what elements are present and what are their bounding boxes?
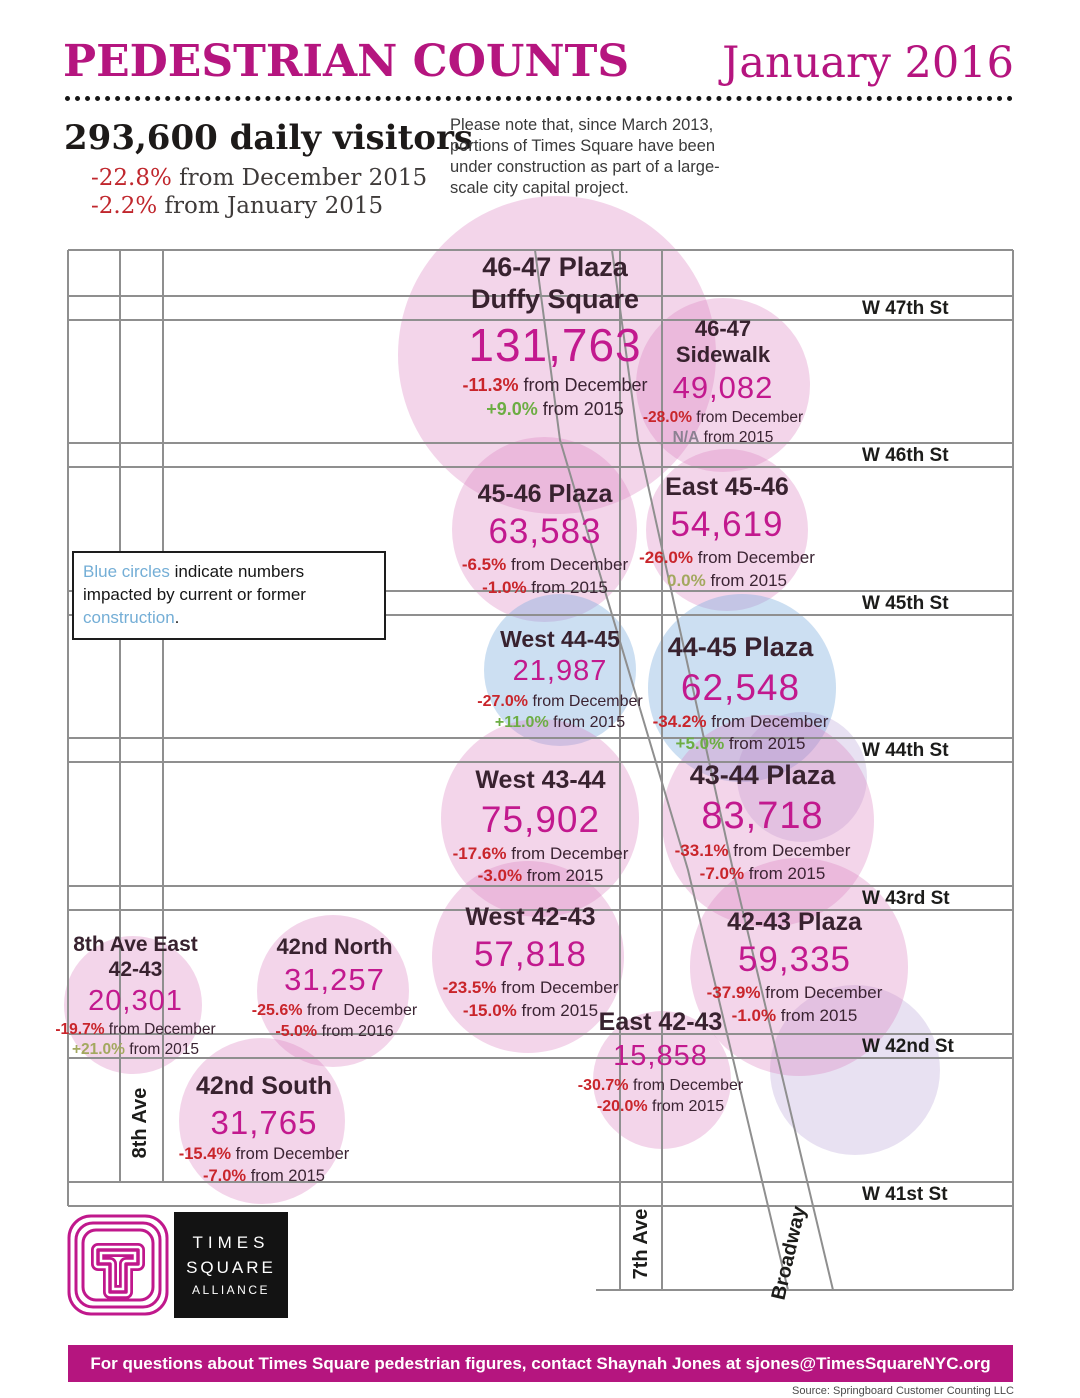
change-from-december: -22.8% from December 2015 xyxy=(91,165,428,191)
street-label-w47: W 47th St xyxy=(862,298,949,319)
location-42nd-north: 42nd North 31,257 -25.6% from December -… xyxy=(222,934,447,1042)
mom-change: -30.7% from December xyxy=(577,1076,744,1094)
pedestrian-count: 31,765 xyxy=(210,1103,318,1141)
location-east-42-43: East 42-43 15,858 -30.7% from December -… xyxy=(548,1008,773,1117)
yoy-change: -7.0% from 2015 xyxy=(203,1166,325,1185)
location-43-44-plaza: 43-44 Plaza 83,718 -33.1% from December … xyxy=(645,760,880,885)
location-name: 46-47 Plaza xyxy=(482,252,628,282)
location-name: 43-44 Plaza xyxy=(689,760,836,790)
mom-change: -28.0% from December xyxy=(642,408,804,426)
location-name: Sidewalk xyxy=(675,341,771,367)
bubble-8th-ave-east-42-43 xyxy=(64,936,202,1074)
construction-note: Please note that, since March 2013, port… xyxy=(450,116,720,198)
bubble-42nd-north xyxy=(257,915,409,1067)
daily-visitors-total: 293,600 daily visitors xyxy=(64,118,474,158)
avenue-label-broadway: Broadway xyxy=(767,1203,811,1303)
location-west-42-43: West 42-43 57,818 -23.5% from December -… xyxy=(418,903,643,1022)
yoy-change: -5.0% from 2016 xyxy=(275,1022,394,1040)
location-name: East 45-46 xyxy=(665,473,789,501)
contact-banner: For questions about Times Square pedestr… xyxy=(68,1345,1013,1382)
tsq-t-maze-icon xyxy=(62,1212,174,1318)
pedestrian-count: 49,082 xyxy=(672,369,774,405)
pedestrian-count: 57,818 xyxy=(473,934,588,974)
location-name: 46-47 xyxy=(694,316,752,341)
mom-change: -26.0% from December xyxy=(639,548,815,568)
pedestrian-count: 54,619 xyxy=(670,504,784,544)
location-name: 42nd South xyxy=(195,1072,333,1100)
location-42nd-south: 42nd South 31,765 -15.4% from December -… xyxy=(150,1072,378,1187)
mom-change: -25.6% from December xyxy=(251,1001,418,1019)
mom-change: -19.7% from December xyxy=(55,1020,216,1038)
street-label-w44: W 44th St xyxy=(862,740,949,761)
mom-change: -23.5% from December xyxy=(442,978,619,998)
pedestrian-count: 62,548 xyxy=(680,666,801,708)
location-name: 42nd North xyxy=(276,934,393,959)
street-label-w41: W 41st St xyxy=(862,1184,948,1205)
street-label-w46: W 46th St xyxy=(862,445,949,466)
location-name: Duffy Square xyxy=(470,283,640,314)
location-west-43-44: West 43-44 75,902 -17.6% from December -… xyxy=(428,766,653,888)
change-from-january: -2.2% from January 2015 xyxy=(91,193,384,219)
avenue-label-8th: 8th Ave xyxy=(129,1087,151,1159)
report-period: January 2016 xyxy=(722,38,1014,88)
yoy-change: +21.0% from 2015 xyxy=(71,1041,200,1059)
yoy-change: -3.0% from 2015 xyxy=(477,866,604,886)
pedestrian-count: 59,335 xyxy=(737,939,852,979)
yoy-change: 0.0% from 2015 xyxy=(666,570,787,590)
location-name: West 42-43 xyxy=(465,903,596,931)
pedestrian-count: 15,858 xyxy=(613,1039,708,1072)
location-name: 8th Ave East xyxy=(73,933,198,956)
street-label-w42: W 42nd St xyxy=(862,1036,954,1057)
pedestrian-count: 20,301 xyxy=(88,984,183,1017)
street-label-w45: W 45th St xyxy=(862,593,949,614)
avenue-label-7th: 7th Ave xyxy=(630,1208,652,1280)
pedestrian-count: 83,718 xyxy=(701,794,824,837)
mom-change: -37.9% from December xyxy=(706,983,883,1003)
data-source: Source: Springboard Customer Counting LL… xyxy=(792,1385,1014,1397)
times-square-alliance-logo: TIMES SQUARE ALLIANCE xyxy=(62,1212,288,1318)
logo-wordmark: TIMES SQUARE ALLIANCE xyxy=(174,1212,288,1318)
mom-change: -17.6% from December xyxy=(452,843,629,863)
mom-change: -34.2% from December xyxy=(652,711,829,731)
yoy-change: N/A from 2015 xyxy=(672,429,774,447)
location-east-45-46: East 45-46 54,619 -26.0% from December 0… xyxy=(612,473,842,592)
dotted-divider xyxy=(65,96,1013,101)
yoy-change: +5.0% from 2015 xyxy=(675,734,806,754)
blue-circles-legend: Blue circles indicate numbers impacted b… xyxy=(72,551,386,640)
street-label-w43: W 43rd St xyxy=(862,888,950,909)
location-name: East 42-43 xyxy=(598,1008,723,1036)
location-8th-ave-east-42-43: 8th Ave East 42-43 20,301 -19.7% from De… xyxy=(23,933,248,1061)
mom-change: -15.4% from December xyxy=(178,1144,350,1163)
location-44-45-plaza: 44-45 Plaza 62,548 -34.2% from December … xyxy=(628,632,853,756)
yoy-change: -7.0% from 2015 xyxy=(699,863,826,883)
bubble-42nd-south xyxy=(179,1038,345,1204)
location-46-47-sidewalk: 46-47 Sidewalk 49,082 -28.0% from Decemb… xyxy=(618,316,828,449)
pedestrian-count: 31,257 xyxy=(284,961,385,997)
location-name: 42-43 xyxy=(108,957,163,981)
location-name: West 43-44 xyxy=(475,766,606,794)
mom-change: -33.1% from December xyxy=(674,841,851,861)
pedestrian-count: 75,902 xyxy=(480,798,601,840)
location-name: 44-45 Plaza xyxy=(667,632,814,662)
location-name: 42-43 Plaza xyxy=(727,908,862,936)
yoy-change: -20.0% from 2015 xyxy=(596,1097,725,1115)
page-title: PEDESTRIAN COUNTS xyxy=(63,36,630,87)
